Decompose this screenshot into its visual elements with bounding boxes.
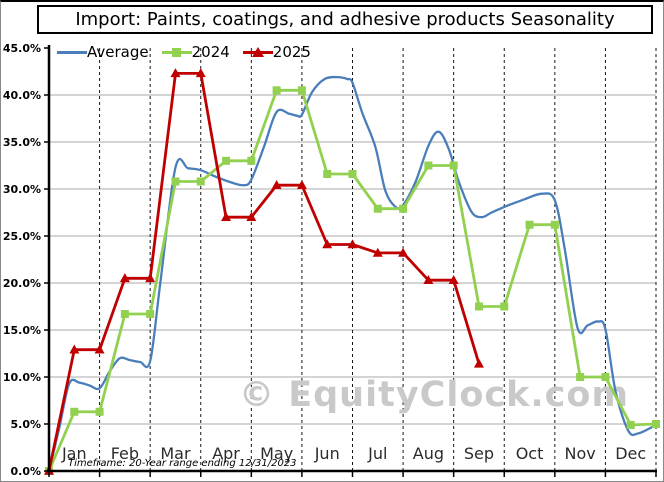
square-marker-icon — [626, 420, 635, 429]
square-marker-icon — [247, 156, 256, 165]
timeframe-footnote: Timeframe: 20-Year range ending 12/31/20… — [68, 458, 297, 469]
square-marker-icon — [373, 204, 382, 213]
legend: Average 2024 2025 — [57, 41, 324, 63]
2025-markers — [44, 68, 484, 475]
square-marker-icon — [222, 156, 231, 165]
triangle-marker-icon — [448, 274, 459, 284]
y-tick-label: 0.0% — [10, 465, 41, 478]
legend-item-2025: 2025 — [242, 43, 311, 61]
month-label: Mar — [160, 444, 191, 463]
triangle-marker-icon — [347, 239, 358, 249]
month-label: Nov — [565, 444, 596, 463]
series-average — [47, 75, 658, 473]
y-tick-label: 30.0% — [3, 183, 41, 196]
triangle-marker-icon — [473, 358, 484, 368]
triangle-marker-icon — [242, 44, 273, 60]
square-marker-icon — [297, 86, 306, 95]
legend-label-2025: 2025 — [272, 43, 311, 61]
triangle-marker-icon — [423, 274, 434, 284]
month-label: Jul — [367, 444, 387, 463]
square-marker-icon — [500, 302, 509, 311]
triangle-marker-icon — [322, 239, 333, 249]
month-label: May — [260, 444, 293, 463]
triangle-marker-icon — [69, 344, 80, 354]
month-label: Oct — [516, 444, 544, 463]
triangle-marker-icon — [221, 212, 232, 221]
legend-item-average: Average — [57, 43, 149, 61]
square-marker-icon — [120, 310, 129, 319]
square-marker-icon — [272, 86, 281, 95]
month-label: Sep — [464, 444, 494, 463]
triangle-marker-icon — [119, 273, 130, 283]
y-tick-label: 5.0% — [10, 418, 41, 431]
triangle-marker-icon — [271, 180, 282, 190]
square-marker-icon — [550, 220, 559, 229]
month-label: Aug — [413, 444, 444, 463]
y-tick-label: 25.0% — [3, 230, 41, 243]
triangle-marker-icon — [195, 68, 206, 78]
series-2025 — [44, 68, 484, 475]
2025-line — [47, 72, 481, 473]
axes — [44, 45, 657, 477]
square-marker-icon — [348, 169, 357, 178]
triangle-marker-icon — [398, 247, 409, 257]
average-line-icon — [57, 44, 87, 60]
y-tick-label: 20.0% — [3, 277, 41, 290]
square-marker-icon — [146, 310, 155, 319]
square-marker-icon — [196, 177, 205, 186]
square-marker-icon — [399, 204, 408, 213]
square-marker-icon — [449, 161, 458, 170]
triangle-marker-icon — [94, 344, 105, 354]
month-label: Dec — [615, 444, 646, 463]
y-tick-label: 45.0% — [3, 42, 41, 55]
month-label: Jan — [61, 444, 87, 463]
square-marker-icon — [576, 373, 585, 381]
square-marker-icon — [652, 420, 660, 428]
triangle-marker-icon — [372, 247, 383, 257]
chart-title: Import: Paints, coatings, and adhesive p… — [37, 5, 653, 34]
triangle-marker-icon — [246, 212, 257, 221]
square-marker-icon — [70, 407, 79, 416]
triangle-marker-icon — [145, 273, 156, 283]
square-marker-icon — [525, 220, 534, 229]
y-tick-label: 40.0% — [3, 89, 41, 102]
square-marker-icon — [171, 177, 180, 186]
y-tick-label: 15.0% — [3, 324, 41, 337]
square-marker-icon — [161, 44, 192, 60]
legend-label-2024: 2024 — [191, 43, 230, 61]
square-marker-icon — [323, 169, 332, 178]
month-label: Jun — [314, 444, 340, 463]
y-axis-labels: 0.0% 5.0% 10.0% 15.0% 20.0% 25.0% 30.0% 35.0% 40… — [3, 42, 41, 478]
square-marker-icon — [474, 302, 483, 311]
month-label: Feb — [111, 444, 139, 463]
watermark: © EquityClock.com — [239, 375, 629, 415]
legend-label-average: Average — [87, 43, 149, 61]
square-marker-icon — [95, 407, 104, 416]
legend-item-2024: 2024 — [161, 43, 230, 61]
x-axis-labels: Jan Feb Mar Apr May Jun Jul Aug Sep Oct Nov Dec — [61, 444, 646, 463]
average-line — [47, 75, 658, 473]
triangle-marker-icon — [170, 68, 181, 78]
square-marker-icon — [424, 161, 433, 170]
month-gridlines — [99, 48, 657, 471]
square-marker-icon — [601, 373, 610, 381]
y-tick-label: 10.0% — [3, 371, 41, 384]
y-tick-label: 35.0% — [3, 136, 41, 149]
month-label: Apr — [212, 444, 240, 463]
triangle-marker-icon — [296, 180, 307, 190]
